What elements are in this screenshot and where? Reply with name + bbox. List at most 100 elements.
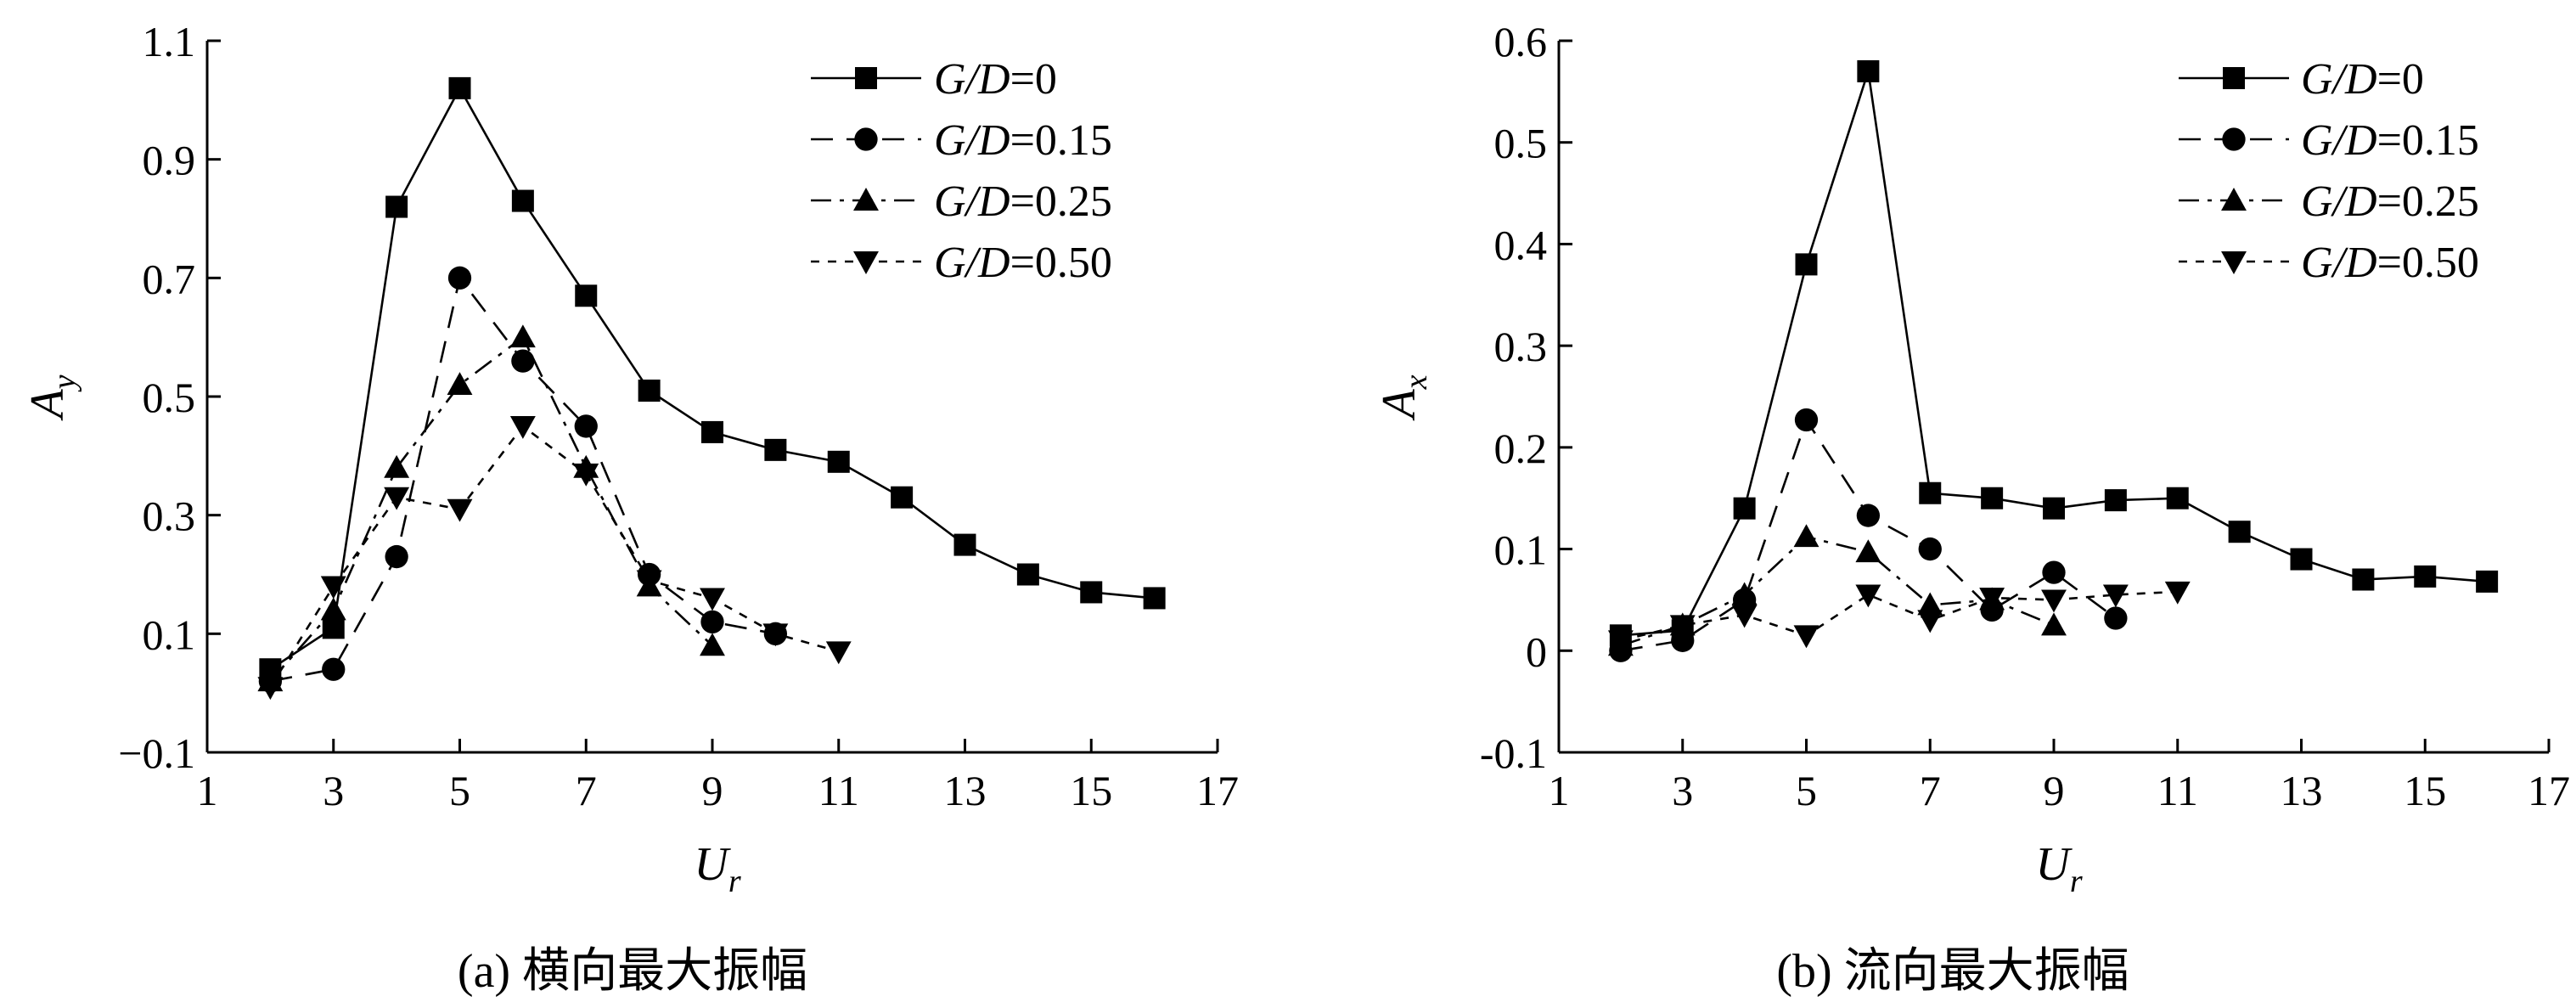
legend-label: G/D=0.25 <box>2301 177 2479 226</box>
series-line <box>1620 417 2117 652</box>
x-tick-label: 3 <box>323 767 344 814</box>
data-point <box>1793 524 1820 548</box>
x-tick-label: 11 <box>2157 767 2198 814</box>
data-point <box>2102 584 2129 608</box>
data-point <box>1731 582 1758 605</box>
data-point <box>700 588 725 611</box>
data-point <box>322 616 345 639</box>
legend-label: G/D=0 <box>2301 55 2424 104</box>
data-point <box>1918 537 1942 561</box>
data-point <box>257 677 284 701</box>
data-point <box>1016 563 1039 586</box>
data-point <box>385 195 408 218</box>
x-tick-label: 9 <box>2044 767 2065 814</box>
x-tick-label: 7 <box>1920 767 1941 814</box>
data-point <box>509 415 536 439</box>
legend-entry: G/D=0.15 <box>811 116 1112 165</box>
data-point <box>509 324 536 348</box>
data-point <box>953 533 976 556</box>
series-3 <box>257 415 852 701</box>
data-point <box>827 450 850 473</box>
data-point <box>1917 610 1943 633</box>
data-point <box>2104 606 2128 630</box>
data-point <box>1856 504 1881 527</box>
x-tick-label: 7 <box>576 767 597 814</box>
data-point <box>1981 487 2004 509</box>
series-line <box>269 425 840 688</box>
legend-label: G/D=0.50 <box>2301 239 2479 287</box>
x-tick-label: 1 <box>1549 767 1570 814</box>
data-point <box>448 76 471 99</box>
series-3 <box>1607 581 2191 654</box>
data-point <box>573 463 599 487</box>
x-tick-label: 15 <box>1070 767 1112 814</box>
legend-entry: G/D=0 <box>811 55 1057 104</box>
data-point <box>385 544 408 569</box>
x-tick-label: 5 <box>449 767 470 814</box>
caption-panel-a: (a) 横向最大振幅 <box>457 945 808 998</box>
data-point <box>574 414 598 438</box>
data-point <box>2290 548 2313 571</box>
data-point <box>1917 592 1943 616</box>
y-tick-label: 0.3 <box>1494 323 1548 370</box>
data-point <box>1855 539 1881 563</box>
x-tick-label: 13 <box>2281 767 2323 814</box>
data-point <box>1733 497 1756 520</box>
data-point <box>2352 568 2375 591</box>
x-tick-label: 13 <box>944 767 987 814</box>
series-line <box>269 335 713 683</box>
y-axis-label: Ay <box>21 374 82 421</box>
x-tick-label: 1 <box>197 767 218 814</box>
data-point <box>2041 612 2067 636</box>
y-axis-label: Ax <box>1373 374 1434 421</box>
series-line <box>1620 590 2178 642</box>
data-point <box>1855 584 1881 608</box>
data-point <box>762 623 789 647</box>
data-point <box>2042 560 2066 584</box>
legend-marker <box>853 251 879 274</box>
data-point <box>1979 588 2005 611</box>
data-point <box>2166 487 2189 509</box>
legend-entry: G/D=0.15 <box>2179 116 2479 165</box>
data-point <box>320 597 346 621</box>
x-tick-label: 5 <box>1796 767 1817 814</box>
data-point <box>322 657 346 681</box>
data-point <box>511 189 534 212</box>
data-point <box>701 420 723 443</box>
y-tick-label: 1.1 <box>143 18 196 65</box>
data-point <box>700 633 725 656</box>
legend-entry: G/D=0.50 <box>811 239 1112 287</box>
chart-panel-b: -0.100.10.20.30.40.50.61 3 5 7 9 11 13 15 17UrAx… <box>1373 18 2570 899</box>
legend-marker <box>854 127 878 151</box>
legend-marker <box>855 67 877 89</box>
data-point <box>636 570 662 594</box>
x-tick-label: 3 <box>1672 767 1693 814</box>
legend-label: G/D=0 <box>934 55 1057 104</box>
y-tick-label: 0 <box>1526 628 1547 675</box>
legend-marker <box>2221 251 2247 274</box>
legend-label: G/D=0.15 <box>2301 116 2479 165</box>
legend-entry: G/D=0.25 <box>811 177 1112 226</box>
y-tick-label: -0.1 <box>1480 729 1547 777</box>
y-tick-label: 0.2 <box>1494 425 1548 472</box>
data-point <box>1919 481 1942 504</box>
data-point <box>320 576 346 600</box>
series-line <box>1620 535 2055 647</box>
y-tick-label: 0.7 <box>143 255 196 302</box>
y-tick-label: 0.9 <box>143 137 196 184</box>
data-point <box>1607 630 1634 654</box>
data-point <box>447 498 473 522</box>
data-point <box>638 380 661 402</box>
x-tick-label: 11 <box>818 767 859 814</box>
data-point <box>764 438 787 461</box>
data-point <box>575 284 598 307</box>
data-point <box>2414 565 2437 588</box>
y-tick-label: 0.1 <box>143 611 196 658</box>
data-point <box>2104 489 2127 512</box>
legend-label: G/D=0.50 <box>934 239 1112 287</box>
x-tick-label: 17 <box>1196 767 1239 814</box>
y-tick-label: 0.3 <box>143 493 196 540</box>
data-point <box>1857 59 1880 82</box>
